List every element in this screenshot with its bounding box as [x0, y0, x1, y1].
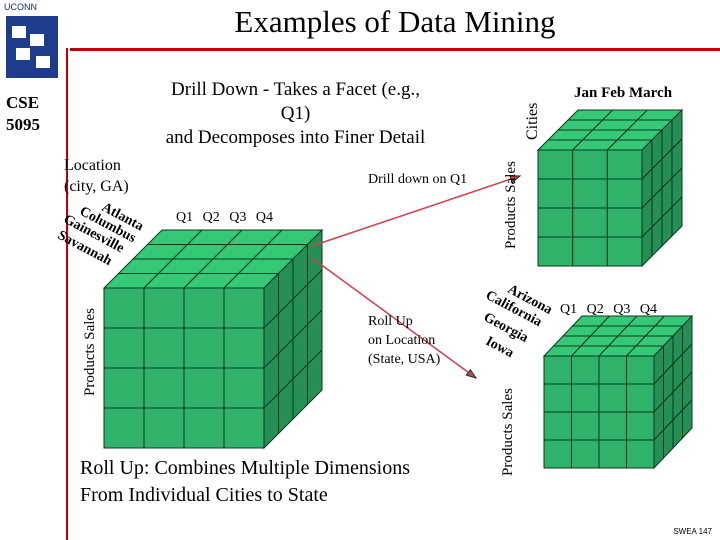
- drill-down-note: Drill down on Q1: [368, 172, 468, 187]
- rollup-arrow-head: [465, 368, 478, 379]
- drill-down-arrow-head: [509, 175, 522, 184]
- location-label: Location (city, GA): [64, 155, 129, 197]
- drill-cube-front-cell: [572, 207, 608, 238]
- base-cube-front-cell: [223, 407, 265, 449]
- cities-axis-label: Cities: [524, 102, 541, 140]
- subtitle-line-1: Drill Down - Takes a Facet (e.g.,: [171, 79, 420, 100]
- drill-cube-front-cell: [606, 178, 643, 209]
- base-cube-front-cell: [223, 287, 265, 329]
- rollup-note-line-2: on Location: [368, 333, 436, 348]
- rollup-cube-front-cell: [571, 411, 600, 441]
- base-cube-side-cell: [307, 348, 323, 406]
- drill-cube-front-cell: [606, 149, 643, 180]
- subtitle-line-3: and Decomposes into Finer Detail: [165, 127, 426, 148]
- rollup-arrow: [311, 257, 477, 379]
- location-title: Location: [64, 157, 121, 174]
- rollup-cube-front-cell: [571, 383, 600, 413]
- month-labels: Jan Feb March: [574, 85, 673, 101]
- rollup-quarter-labels: Q1 Q2 Q3 Q4: [560, 302, 657, 317]
- base-y-axis-label: Products Sales: [82, 308, 98, 396]
- subtitle: Drill Down - Takes a Facet (e.g., Q1) an…: [118, 78, 473, 150]
- course-number: 5095: [6, 115, 40, 134]
- caption-line-1: Roll Up: Combines Multiple Dimensions: [80, 457, 411, 479]
- base-cube-front-cell: [143, 367, 185, 409]
- drill-cube-front-cell: [572, 236, 608, 267]
- rollup-cube-front-cell: [626, 439, 655, 469]
- drill-cube-front-cell: [537, 149, 574, 180]
- rollup-note-line-3: (State, USA): [368, 352, 441, 367]
- rollup-cube-front-cell: [571, 355, 600, 385]
- drill-cube-front-cell: [537, 207, 574, 238]
- base-quarter-labels: Q1 Q2 Q3 Q4: [176, 210, 273, 225]
- base-cube-front-cell: [103, 327, 145, 369]
- uconn-logo-text: UCONN: [4, 2, 37, 12]
- base-cube-front-cell: [103, 287, 145, 329]
- base-cube-front-cell: [143, 327, 185, 369]
- rollup-y-axis-label: Products Sales: [500, 388, 516, 476]
- base-cube-front-cell: [183, 407, 225, 449]
- location-subtitle: (city, GA): [64, 178, 129, 195]
- rollup-cube-front-cell: [543, 355, 572, 385]
- rollup-cube-front-cell: [598, 355, 627, 385]
- rollup-note: Roll Up on Location (State, USA): [368, 312, 478, 369]
- drill-cube-front-cell: [537, 178, 574, 209]
- drill-down-arrow: [311, 175, 521, 247]
- rollup-cube-front-cell: [543, 439, 572, 469]
- title-underline: [70, 48, 720, 51]
- rollup-cube-front-cell: [598, 411, 627, 441]
- base-cube-front-cell: [143, 287, 185, 329]
- rollup-cube-front-cell: [543, 383, 572, 413]
- rollup-cube-side-cell: [682, 398, 693, 440]
- base-cube-front-cell: [143, 407, 185, 449]
- rollup-cube-front-cell: [598, 383, 627, 413]
- base-cube-front-cell: [183, 367, 225, 409]
- drill-y-axis-label: Products Sales: [503, 161, 519, 249]
- rollup-cube-front-cell: [626, 355, 655, 385]
- slide-title: Examples of Data Mining: [234, 4, 556, 39]
- drill-cube-front-cell: [537, 236, 574, 267]
- rollup-caption: Roll Up: Combines Multiple Dimensions Fr…: [80, 455, 410, 509]
- rollup-note-line-1: Roll Up: [368, 314, 413, 329]
- caption-line-2: From Individual Cities to State: [80, 484, 328, 506]
- base-cube-front-cell: [103, 367, 145, 409]
- rollup-cube-front-cell: [543, 411, 572, 441]
- drill-cube-front-cell: [572, 149, 608, 180]
- drill-cube-front-cell: [606, 236, 643, 267]
- left-sidebar: UCONN CSE 5095: [0, 0, 70, 540]
- uconn-logo-icon: [6, 16, 58, 78]
- drill-cube-front-cell: [606, 207, 643, 238]
- drill-cube-side-cell: [671, 195, 683, 238]
- sidebar-divider: [66, 48, 68, 540]
- base-cube-front-cell: [223, 327, 265, 369]
- subtitle-line-2: Q1): [280, 103, 311, 124]
- rollup-cube-front-cell: [598, 439, 627, 469]
- rollup-cube-front-cell: [571, 439, 600, 469]
- rollup-cube-front-cell: [626, 411, 655, 441]
- drill-cube-front-cell: [572, 178, 608, 209]
- course-label: CSE 5095: [6, 92, 40, 136]
- base-cube-front-cell: [223, 367, 265, 409]
- rollup-cube-front-cell: [626, 383, 655, 413]
- course-code: CSE: [6, 93, 40, 112]
- base-cube-front-cell: [103, 407, 145, 449]
- base-cube-front-cell: [183, 287, 225, 329]
- base-cube-front-cell: [183, 327, 225, 369]
- footer-label: SWEA 147: [673, 527, 712, 536]
